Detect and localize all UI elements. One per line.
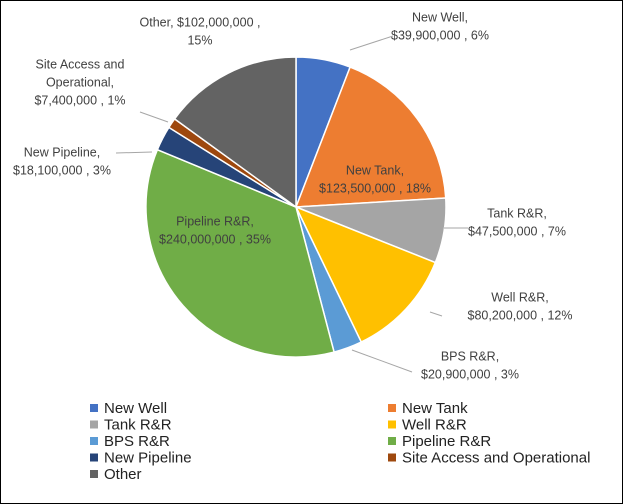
data-label: Tank R&R,	[487, 206, 547, 220]
data-label: BPS R&R,	[441, 349, 499, 363]
legend-label: Other	[104, 466, 142, 483]
data-label: $7,400,000 , 1%	[34, 93, 125, 107]
legend: New Well New Tank Tank R&R Well R&R BPS R&R P…	[90, 400, 590, 483]
legend-label: Tank R&R	[104, 416, 172, 433]
data-label: New Pipeline,	[24, 145, 100, 159]
leader-line	[349, 35, 394, 51]
data-label: Well R&R,	[491, 290, 548, 304]
leader-line	[139, 111, 169, 123]
data-label: $123,500,000 , 18%	[319, 181, 431, 195]
data-label: $240,000,000 , 35%	[159, 232, 271, 246]
legend-label: New Pipeline	[104, 449, 192, 466]
legend-swatch	[90, 404, 98, 412]
legend-swatch	[90, 437, 98, 445]
pie-slice	[173, 56, 297, 209]
legend-swatch	[90, 420, 98, 429]
data-label: $20,900,000 , 3%	[421, 367, 519, 381]
leader-line	[429, 311, 443, 317]
legend-swatch	[90, 470, 98, 478]
data-label: Pipeline R&R,	[176, 214, 254, 228]
legend-label: New Tank	[402, 400, 468, 417]
leader-line	[351, 349, 413, 373]
legend-label: Well R&R	[402, 416, 467, 433]
legend-swatch	[388, 437, 396, 445]
legend-swatch	[90, 453, 98, 462]
legend-swatch	[388, 453, 396, 462]
pie-slice	[294, 66, 447, 208]
legend-swatch	[388, 420, 396, 429]
legend-label: New Well	[104, 400, 167, 417]
legend-label: Site Access and Operational	[402, 449, 590, 466]
legend-label: BPS R&R	[104, 433, 170, 450]
data-label: $80,200,000 , 12%	[468, 308, 573, 322]
legend-label: Pipeline R&R	[402, 433, 491, 450]
data-label: New Tank,	[346, 163, 404, 177]
legend-swatch	[388, 404, 396, 412]
pie-slice	[145, 148, 335, 358]
data-label: $18,100,000 , 3%	[13, 163, 111, 177]
data-label: 15%	[187, 33, 212, 47]
leader-line	[115, 151, 153, 154]
data-label: Other, $102,000,000 ,	[140, 15, 261, 29]
data-label: New Well,	[412, 10, 468, 24]
data-label: $39,900,000 , 6%	[391, 28, 489, 42]
data-label: $47,500,000 , 7%	[468, 224, 566, 238]
data-label: Operational,	[46, 75, 114, 89]
data-label: Site Access and	[36, 57, 125, 71]
pie-slice	[294, 205, 437, 344]
